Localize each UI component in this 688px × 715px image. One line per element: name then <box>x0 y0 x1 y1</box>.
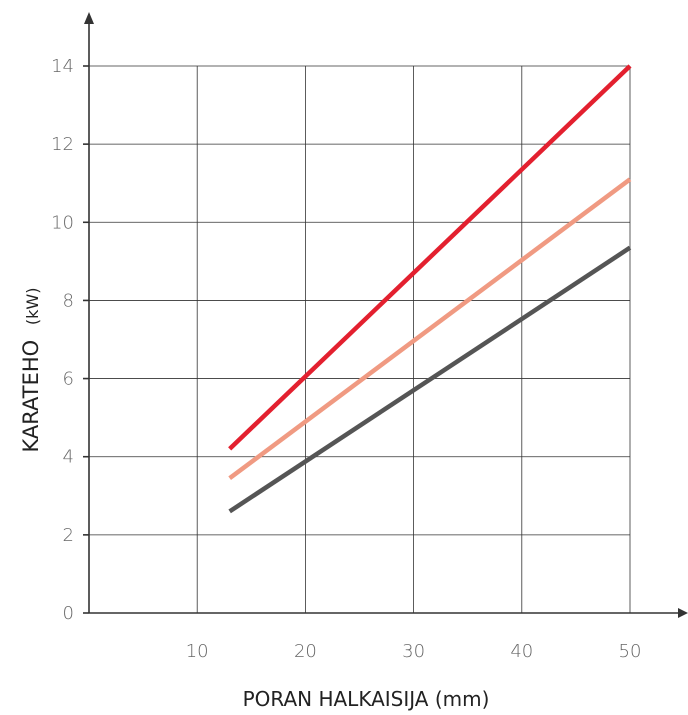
y-tick-label: 12 <box>51 134 74 155</box>
x-tick-label: 40 <box>510 641 533 662</box>
x-tick-label: 50 <box>619 641 642 662</box>
y-axis-title-main: KARATEHO <box>19 340 43 453</box>
axes <box>83 12 688 618</box>
y-axis-title-unit: (kW) <box>23 288 42 326</box>
y-tick-label: 0 <box>63 603 74 624</box>
series-line-2 <box>228 177 632 481</box>
x-axis-arrow <box>678 608 688 618</box>
x-tick-label: 10 <box>186 641 209 662</box>
y-axis-arrow <box>84 12 94 24</box>
grid <box>89 65 631 613</box>
y-axis-title: KARATEHO (kW) <box>19 288 43 453</box>
tick-labels: 0 2 4 6 8 10 12 14 10 20 30 40 50 <box>51 56 641 662</box>
x-axis-title: PORAN HALKAISIJA (mm) <box>243 687 490 711</box>
y-tick-label: 10 <box>51 212 74 233</box>
y-tick-label: 14 <box>51 56 74 77</box>
series-line-1 <box>228 64 632 451</box>
x-tick-label: 20 <box>294 641 317 662</box>
series-layer <box>228 64 632 514</box>
series-line-3 <box>228 245 632 514</box>
y-tick-label: 4 <box>63 447 74 468</box>
x-tick-label: 30 <box>402 641 425 662</box>
y-tick-label: 8 <box>63 290 74 311</box>
y-tick-label: 2 <box>63 525 74 546</box>
y-tick-label: 6 <box>63 369 74 390</box>
